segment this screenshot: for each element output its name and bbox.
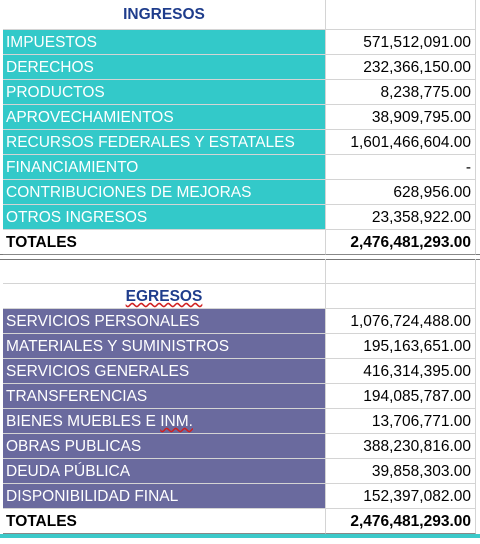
- row-label: TRANSFERENCIAS: [3, 384, 326, 409]
- row-label: PRODUCTOS: [3, 80, 326, 105]
- row-label: CONTRIBUCIONES DE MEJORAS: [3, 180, 326, 205]
- total-value: 2,476,481,293.00: [326, 509, 476, 534]
- row-label: MATERIALES Y SUMINISTROS: [3, 334, 326, 359]
- header-value-cell: [326, 284, 476, 309]
- row-label: OBRAS PUBLICAS: [3, 434, 326, 459]
- row-value: -: [326, 155, 476, 180]
- row-label: RECURSOS FEDERALES Y ESTATALES: [3, 130, 326, 155]
- row-label: DISPONIBILIDAD FINAL: [3, 484, 326, 509]
- row-value: 1,076,724,488.00: [326, 309, 476, 334]
- row-value: 8,238,775.00: [326, 80, 476, 105]
- row-label: BIENES MUEBLES E INM.: [3, 409, 326, 434]
- row-label: DERECHOS: [3, 55, 326, 80]
- row-value: 416,314,395.00: [326, 359, 476, 384]
- row-label: DEUDA PÚBLICA: [3, 459, 326, 484]
- row-label: SERVICIOS PERSONALES: [3, 309, 326, 334]
- row-value: 38,909,795.00: [326, 105, 476, 130]
- row-value: 152,397,082.00: [326, 484, 476, 509]
- row-value: 13,706,771.00: [326, 409, 476, 434]
- row-value: 1,601,466,604.00: [326, 130, 476, 155]
- row-label: FINANCIAMIENTO: [3, 155, 326, 180]
- row-value: 194,085,787.00: [326, 384, 476, 409]
- row-value: 195,163,651.00: [326, 334, 476, 359]
- blank-cell: [326, 259, 476, 284]
- row-label: IMPUESTOS: [3, 30, 326, 55]
- total-value: 2,476,481,293.00: [326, 230, 476, 255]
- section-title: INGRESOS: [3, 0, 326, 30]
- row-label: OTROS INGRESOS: [3, 205, 326, 230]
- bottom-border: [0, 534, 480, 538]
- row-value: 232,366,150.00: [326, 55, 476, 80]
- section-title: EGRESOS: [3, 284, 326, 309]
- total-label: TOTALES: [3, 509, 326, 534]
- row-value: 39,858,303.00: [326, 459, 476, 484]
- total-label: TOTALES: [3, 230, 326, 255]
- header-value-cell: [326, 0, 476, 30]
- blank-cell: [3, 259, 326, 284]
- row-label: APROVECHAMIENTOS: [3, 105, 326, 130]
- row-value: 23,358,922.00: [326, 205, 476, 230]
- row-label: SERVICIOS GENERALES: [3, 359, 326, 384]
- row-value: 628,956.00: [326, 180, 476, 205]
- row-value: 388,230,816.00: [326, 434, 476, 459]
- row-value: 571,512,091.00: [326, 30, 476, 55]
